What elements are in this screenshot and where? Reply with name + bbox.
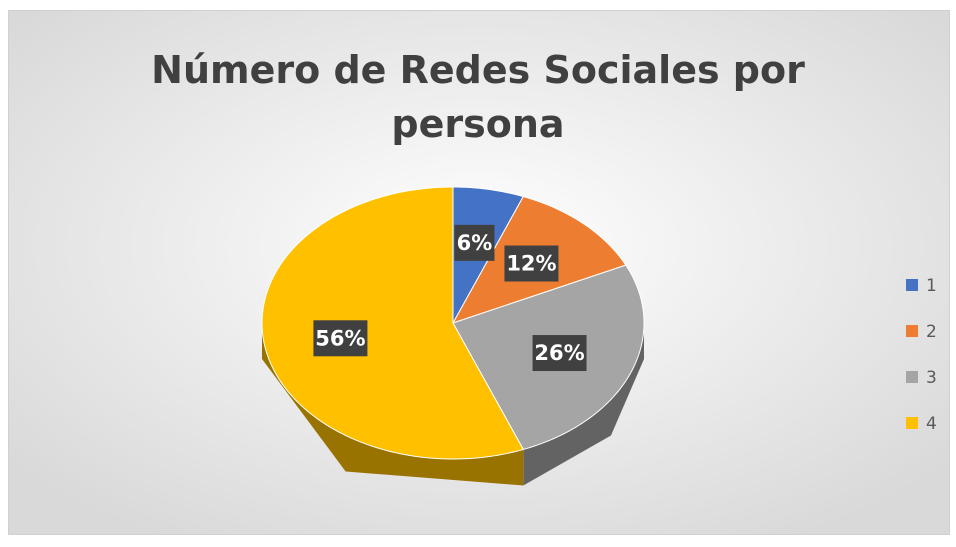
data-label-box [532, 335, 587, 372]
legend-swatch [906, 325, 918, 337]
legend-label: 1 [926, 276, 937, 296]
pie-side [262, 323, 524, 486]
legend-swatch [906, 371, 918, 383]
data-label-box [454, 224, 495, 261]
chart-title: Número de Redes Sociales por persona [151, 48, 805, 146]
legend-swatch [906, 417, 918, 429]
data-label: 6% [457, 231, 493, 255]
legend-label: 3 [926, 368, 937, 388]
data-label: 56% [315, 326, 365, 350]
pie-slice [261, 186, 525, 460]
legend-swatch [906, 279, 918, 291]
data-label: 26% [534, 341, 584, 365]
legend-label: 4 [926, 414, 937, 434]
data-label-box [313, 320, 368, 357]
data-label-box [504, 245, 559, 282]
pie-side [523, 323, 644, 486]
data-label: 12% [506, 252, 556, 276]
legend-label: 2 [926, 322, 937, 342]
